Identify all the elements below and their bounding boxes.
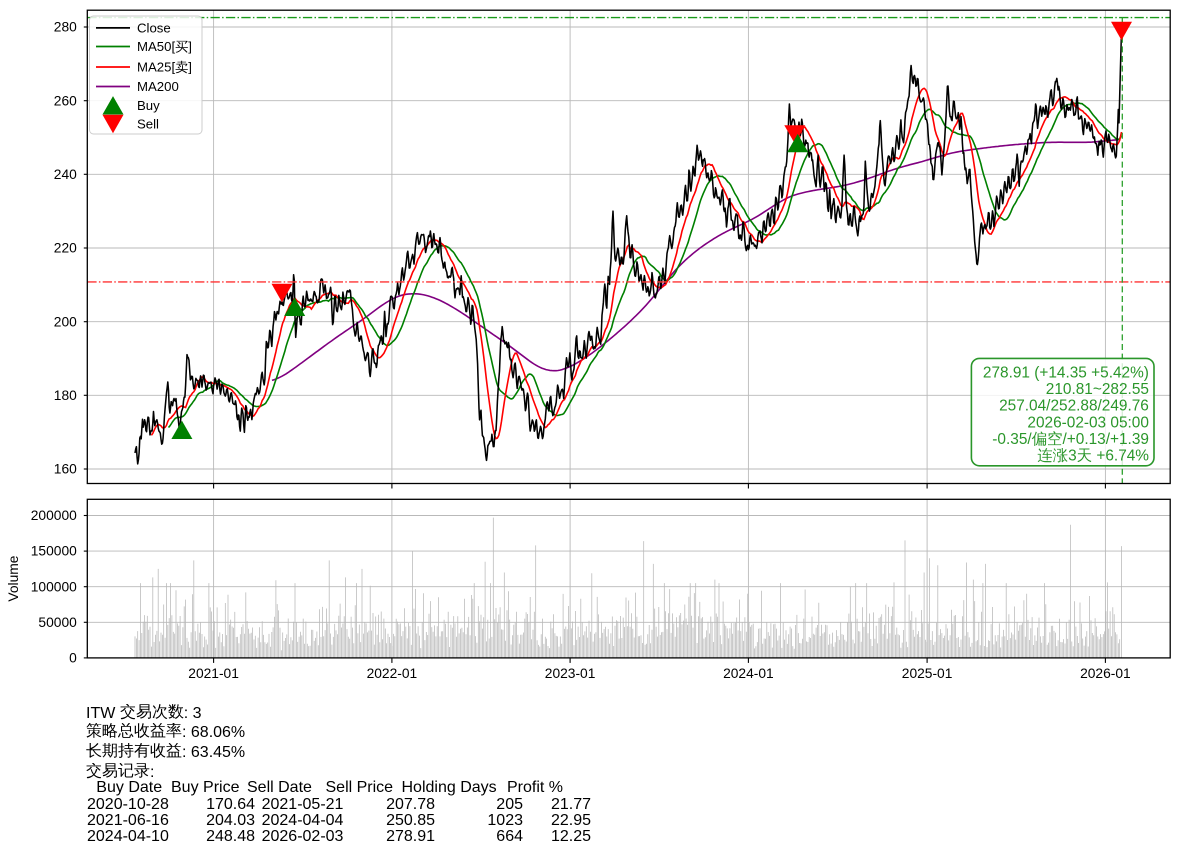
svg-text:210.81~282.55: 210.81~282.55: [1046, 381, 1149, 398]
svg-text:100000: 100000: [31, 579, 77, 594]
svg-text:+6.74%: +6.74%: [1092, 448, 1149, 465]
svg-text:2024-01: 2024-01: [723, 666, 774, 681]
svg-text:220: 220: [54, 241, 77, 256]
svg-text:2026-01: 2026-01: [1080, 666, 1131, 681]
svg-text:257.04/252.88/249.76: 257.04/252.88/249.76: [999, 398, 1149, 415]
svg-text:150000: 150000: [31, 544, 77, 559]
svg-text:Buy: Buy: [137, 98, 160, 113]
svg-text:260: 260: [54, 93, 77, 108]
svg-text:]: ]: [188, 60, 192, 75]
svg-text:2026-02-03 05:00: 2026-02-03 05:00: [1027, 414, 1149, 431]
svg-text:MA200: MA200: [137, 79, 179, 94]
svg-text:200: 200: [54, 314, 77, 329]
svg-text:240: 240: [54, 167, 77, 182]
svg-text:]: ]: [188, 39, 192, 54]
svg-text:2021-01: 2021-01: [188, 666, 239, 681]
svg-text:2023-01: 2023-01: [545, 666, 596, 681]
svg-text:MA50[: MA50[: [137, 39, 175, 54]
svg-text:Close: Close: [137, 21, 171, 36]
svg-text:Sell: Sell: [137, 117, 159, 132]
svg-text:/+0.13/+1.39: /+0.13/+1.39: [1063, 431, 1149, 448]
svg-text:Volume: Volume: [6, 555, 21, 601]
svg-text:50000: 50000: [38, 615, 77, 630]
svg-text:0: 0: [69, 651, 77, 666]
svg-text:278.91 (+14.35 +5.42%): 278.91 (+14.35 +5.42%): [983, 365, 1149, 382]
svg-text:160: 160: [54, 462, 77, 477]
svg-text:280: 280: [54, 20, 77, 35]
svg-text:-0.35/: -0.35/: [992, 431, 1032, 448]
svg-text:200000: 200000: [31, 508, 77, 523]
svg-text:2022-01: 2022-01: [367, 666, 418, 681]
svg-text:3: 3: [1068, 448, 1077, 465]
svg-text:2025-01: 2025-01: [902, 666, 953, 681]
svg-text:180: 180: [54, 388, 77, 403]
svg-text:MA25[: MA25[: [137, 60, 175, 75]
